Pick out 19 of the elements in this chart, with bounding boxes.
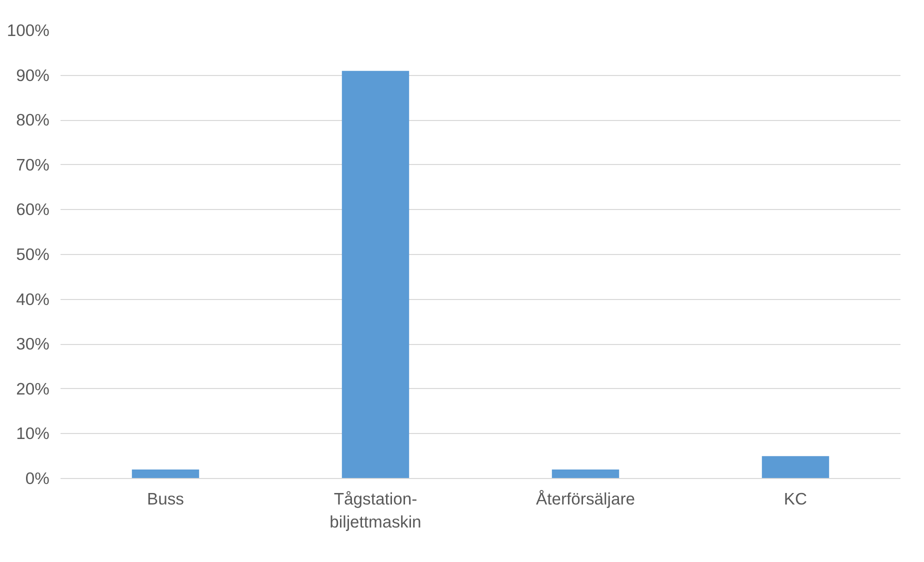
bar (762, 456, 830, 478)
y-tick-label: 80% (16, 110, 50, 130)
x-tick-label: Tågstation-biljettmaskin (330, 490, 422, 532)
x-tick-label: Återförsäljare (536, 490, 636, 508)
y-tick-label: 60% (16, 200, 50, 220)
x-tick-label: KC (784, 490, 808, 508)
bar (552, 470, 620, 478)
y-tick-label: 20% (16, 379, 50, 398)
y-tick-label: 30% (16, 334, 50, 354)
bar (342, 70, 410, 478)
y-tick-label: 10% (16, 424, 50, 444)
y-tick-label: 70% (16, 155, 50, 174)
y-tick-label: 0% (25, 469, 50, 488)
y-tick-label: 100% (6, 21, 50, 40)
bar (132, 470, 200, 478)
x-tick-label: Buss (146, 490, 184, 508)
y-tick-label: 40% (16, 290, 50, 309)
y-tick-label: 50% (16, 245, 50, 264)
y-tick-label: 90% (16, 66, 50, 85)
